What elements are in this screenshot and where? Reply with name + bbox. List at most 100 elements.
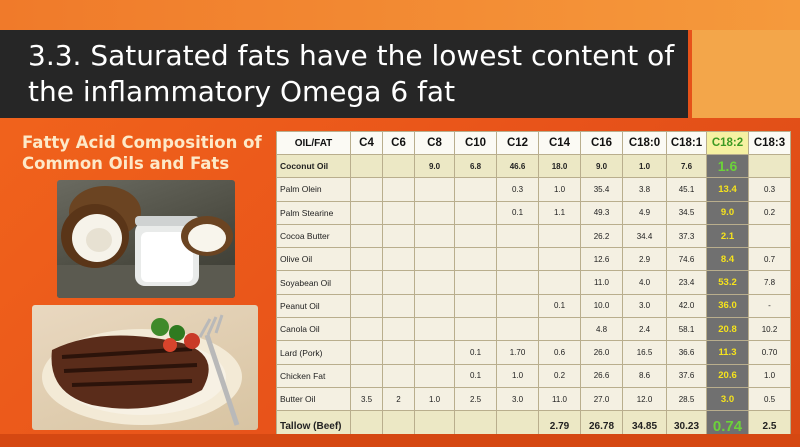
value-cell (454, 177, 497, 202)
value-cell (382, 340, 415, 365)
column-header: C18:1 (666, 131, 707, 155)
value-cell (538, 247, 581, 272)
value-cell (414, 317, 455, 342)
value-cell: 0.2 (748, 200, 791, 225)
value-cell: 74.6 (666, 247, 707, 272)
value-cell (350, 153, 383, 179)
value-cell (454, 223, 497, 249)
value-cell (350, 340, 383, 365)
coconut-photo (57, 180, 235, 298)
value-cell (350, 200, 383, 225)
value-cell (350, 223, 383, 249)
value-cell: 1.0 (538, 177, 581, 202)
value-cell: 13.4 (706, 177, 749, 202)
value-cell: 58.1 (666, 317, 707, 342)
value-cell: 1.70 (496, 340, 539, 365)
value-cell: 0.1 (454, 340, 497, 365)
column-header: C18:0 (622, 131, 667, 155)
value-cell: 18.0 (538, 153, 581, 179)
oil-name-cell: Butter Oil (276, 386, 351, 412)
value-cell (454, 200, 497, 225)
value-cell: 0.1 (496, 200, 539, 225)
value-cell: 34.4 (622, 223, 667, 249)
value-cell: 8.6 (622, 363, 667, 388)
table-row: Canola Oil 4.8 2.4 58.1 20.8 10.2 (276, 317, 791, 342)
value-cell: 37.3 (666, 223, 707, 249)
value-cell (496, 317, 539, 342)
table-row: Palm Stearine 0.1 1.1 49.3 4.9 34.5 9.0 0.2 (276, 200, 791, 225)
value-cell (382, 293, 415, 319)
value-cell: 1.6 (706, 153, 749, 179)
value-cell: 0.1 (454, 363, 497, 388)
value-cell: 45.1 (666, 177, 707, 202)
value-cell: 27.0 (580, 386, 623, 412)
accent-box (692, 30, 800, 118)
value-cell: 20.8 (706, 317, 749, 342)
table-row: Butter Oil 3.5 2 1.0 2.5 3.0 11.0 27.0 12.0 28.5 3… (276, 386, 791, 412)
value-cell (414, 363, 455, 388)
value-cell: 2.5 (454, 386, 497, 412)
value-cell: 2.9 (622, 247, 667, 272)
table-row: Cocoa Butter 26.2 34.4 37.3 2.1 (276, 223, 791, 249)
oil-name-cell: Cocoa Butter (276, 223, 351, 249)
column-header: C14 (538, 131, 581, 155)
column-header: OIL/FAT (276, 131, 351, 155)
value-cell: 11.0 (580, 270, 623, 295)
value-cell (414, 340, 455, 365)
value-cell (350, 363, 383, 388)
oil-name-cell: Olive Oil (276, 247, 351, 272)
value-cell: 11.3 (706, 340, 749, 365)
value-cell (350, 270, 383, 295)
column-header: C16 (580, 131, 623, 155)
title-box: 3.3. Saturated fats have the lowest cont… (0, 30, 688, 118)
table-header-row: OIL/FAT C4 C6 C8 C10 C12 C14 C16 C18:0 C18:1 C18:2… (276, 131, 791, 155)
value-cell: 1.0 (414, 386, 455, 412)
table-row: Peanut Oil 0.1 10.0 3.0 42.0 36.0- (276, 293, 791, 319)
value-cell: 0.6 (538, 340, 581, 365)
value-cell: 37.6 (666, 363, 707, 388)
steak-photo (32, 305, 258, 430)
value-cell: 7.8 (748, 270, 791, 295)
value-cell: 2.4 (622, 317, 667, 342)
value-cell (454, 247, 497, 272)
value-cell: 26.6 (580, 363, 623, 388)
table-row: Soyabean Oil 11.0 4.0 23.4 53.2 7.8 (276, 270, 791, 295)
value-cell: 36.0 (706, 293, 749, 319)
value-cell: 1.1 (538, 200, 581, 225)
value-cell (496, 293, 539, 319)
value-cell: 20.6 (706, 363, 749, 388)
value-cell (414, 247, 455, 272)
value-cell: 0.3 (748, 177, 791, 202)
value-cell: 12.0 (622, 386, 667, 412)
oil-name-cell: Chicken Fat (276, 363, 351, 388)
value-cell: 6.8 (454, 153, 497, 179)
value-cell: 4.8 (580, 317, 623, 342)
value-cell: 0.2 (538, 363, 581, 388)
value-cell: 46.6 (496, 153, 539, 179)
oil-name-cell: Canola Oil (276, 317, 351, 342)
value-cell: 9.0 (580, 153, 623, 179)
column-header: C12 (496, 131, 539, 155)
value-cell: 9.0 (706, 200, 749, 225)
value-cell (538, 317, 581, 342)
value-cell: 42.0 (666, 293, 707, 319)
value-cell: 3.5 (350, 386, 383, 412)
value-cell: 0.7 (748, 247, 791, 272)
value-cell: 1.0 (622, 153, 667, 179)
value-cell (382, 363, 415, 388)
value-cell: 26.0 (580, 340, 623, 365)
value-cell (414, 223, 455, 249)
value-cell: 36.6 (666, 340, 707, 365)
steak-illustration (42, 314, 242, 426)
value-cell (350, 247, 383, 272)
value-cell: 12.6 (580, 247, 623, 272)
value-cell: 2 (382, 386, 415, 412)
value-cell: 3.8 (622, 177, 667, 202)
value-cell: 0.5 (748, 386, 791, 412)
value-cell (382, 247, 415, 272)
value-cell: 4.0 (622, 270, 667, 295)
value-cell (382, 317, 415, 342)
value-cell (382, 223, 415, 249)
table-row: Lard (Pork) 0.1 1.70 0.6 26.0 16.5 36.6 11.3 0.7… (276, 340, 791, 365)
value-cell: - (748, 293, 791, 319)
